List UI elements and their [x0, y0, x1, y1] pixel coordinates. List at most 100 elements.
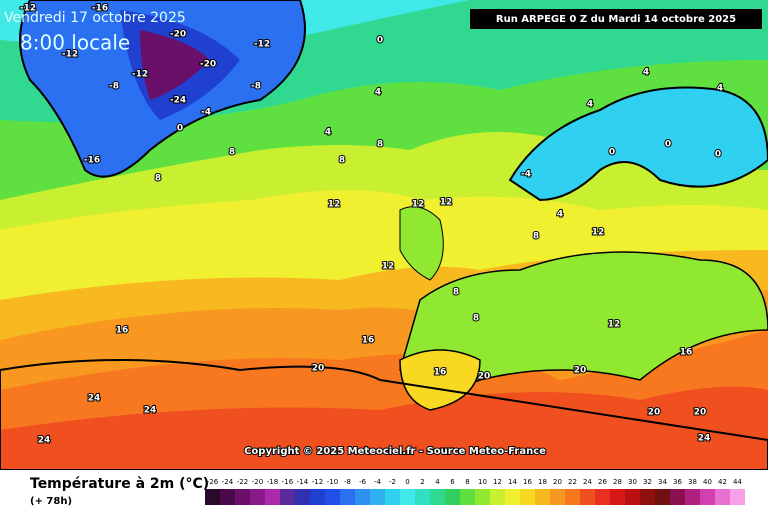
scale-label: -10: [327, 478, 338, 486]
british-isles: [399, 206, 444, 281]
contour-label: -12: [254, 40, 270, 50]
scale-swatch: [400, 489, 415, 505]
contour-label: 12: [440, 198, 453, 208]
scale-label: 12: [493, 478, 502, 486]
contour-label: 4: [643, 68, 649, 78]
contour-label: 12: [328, 200, 341, 210]
scale-label: -16: [282, 478, 294, 486]
scale-label: 38: [688, 478, 697, 486]
contour-label: -12: [132, 70, 148, 80]
scale-label: 6: [450, 478, 455, 486]
iberia: [399, 349, 481, 411]
scale-swatch: [550, 489, 565, 505]
scale-swatch: [655, 489, 670, 505]
contour-label: 0: [665, 140, 671, 150]
scale-label: -12: [312, 478, 323, 486]
scale-swatch: [610, 489, 625, 505]
contour-label: -12: [62, 50, 78, 60]
legend-lead: (+ 78h): [30, 496, 72, 507]
scale-swatch: [685, 489, 700, 505]
contour-label: 4: [557, 210, 563, 220]
scale-swatch: [565, 489, 580, 505]
contour-label: -8: [109, 82, 119, 92]
contour-label: 24: [698, 434, 711, 444]
contour-label: 20: [574, 366, 587, 376]
contour-label: 12: [412, 200, 425, 210]
contour-label: 20: [312, 364, 325, 374]
contour-label: 8: [339, 156, 345, 166]
scale-label: 24: [583, 478, 592, 486]
contour-label: 24: [88, 394, 101, 404]
scale-label: -2: [389, 478, 396, 486]
scale-label: 4: [435, 478, 440, 486]
contour-label: -12: [20, 4, 36, 14]
contour-label: 8: [453, 288, 459, 298]
scale-swatch: [535, 489, 550, 505]
contour-label: 8: [155, 174, 161, 184]
contour-label: 16: [434, 368, 447, 378]
scale-swatch: [220, 489, 235, 505]
scale-label: 18: [538, 478, 547, 486]
contour-label: 0: [377, 36, 383, 46]
time: 8:00 locale: [20, 31, 130, 55]
scale-swatch: [580, 489, 595, 505]
contour-label: 12: [382, 262, 395, 272]
contour-label: 8: [473, 314, 479, 324]
scale-swatch: [670, 489, 685, 505]
greenland-core: [140, 30, 210, 100]
contour-label: 16: [362, 336, 375, 346]
contour-label: -20: [200, 60, 216, 70]
scale-swatch: [295, 489, 310, 505]
scale-swatch: [325, 489, 340, 505]
contour-label: 12: [608, 320, 621, 330]
contour-label: -20: [170, 30, 186, 40]
scale-label: -8: [344, 478, 351, 486]
scale-swatch: [445, 489, 460, 505]
scale-swatch: [340, 489, 355, 505]
contour-label: 8: [533, 232, 539, 242]
contour-label: 8: [229, 148, 235, 158]
scale-swatch: [700, 489, 715, 505]
scale-swatch: [415, 489, 430, 505]
contour-label: -8: [251, 82, 261, 92]
scale-label: -4: [374, 478, 382, 486]
scale-label: 30: [628, 478, 637, 486]
contour-label: -16: [84, 156, 100, 166]
scale-label: 34: [658, 478, 667, 486]
scale-swatch: [235, 489, 250, 505]
scale-label: 40: [703, 478, 712, 486]
contour-label: 0: [177, 124, 183, 134]
contour-label: 24: [38, 436, 51, 446]
scale-swatch: [505, 489, 520, 505]
scale-label: -14: [297, 478, 309, 486]
contour-label: 16: [116, 326, 129, 336]
scale-label: 0: [405, 478, 409, 486]
scale-swatch: [475, 489, 490, 505]
scale-swatch: [355, 489, 370, 505]
scale-swatch: [730, 489, 745, 505]
scale-swatch: [715, 489, 730, 505]
contour-label: 16: [680, 348, 693, 358]
scale-swatch: [520, 489, 535, 505]
scale-swatch: [385, 489, 400, 505]
scale-label: -6: [359, 478, 367, 486]
contour-label: 20: [694, 408, 707, 418]
scale-label: 42: [718, 478, 727, 486]
scale-swatch: [280, 489, 295, 505]
scale-label: 14: [508, 478, 517, 486]
scale-label: 8: [465, 478, 469, 486]
contour-label: 20: [478, 372, 491, 382]
scale-label: -22: [237, 478, 248, 486]
scale-label: -26: [207, 478, 219, 486]
scale-label: 36: [673, 478, 682, 486]
contour-label: -24: [170, 96, 186, 106]
scale-swatch: [370, 489, 385, 505]
scale-label: 32: [643, 478, 652, 486]
scale-swatch: [250, 489, 265, 505]
contour-label: 24: [144, 406, 157, 416]
contour-label: 0: [715, 150, 721, 160]
africa-coast: [0, 359, 768, 471]
scale-label: -20: [252, 478, 263, 486]
